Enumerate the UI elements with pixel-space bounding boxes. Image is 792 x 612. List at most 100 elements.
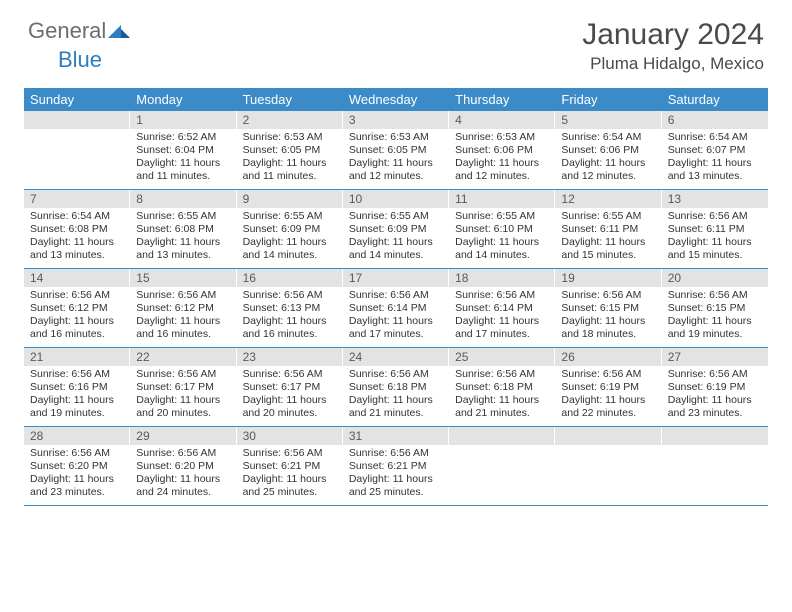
day-number: 19 [555, 269, 661, 287]
day-body [24, 129, 130, 135]
sunrise-text: Sunrise: 6:56 AM [561, 289, 655, 302]
sunrise-text: Sunrise: 6:56 AM [561, 368, 655, 381]
daylight-text: Daylight: 11 hours and 25 minutes. [243, 473, 337, 499]
day-body: Sunrise: 6:56 AMSunset: 6:14 PMDaylight:… [449, 287, 555, 346]
day-body: Sunrise: 6:56 AMSunset: 6:17 PMDaylight:… [237, 366, 343, 425]
sunrise-text: Sunrise: 6:56 AM [668, 210, 762, 223]
sunset-text: Sunset: 6:20 PM [30, 460, 124, 473]
daylight-text: Daylight: 11 hours and 13 minutes. [30, 236, 124, 262]
daylight-text: Daylight: 11 hours and 14 minutes. [455, 236, 549, 262]
sunset-text: Sunset: 6:14 PM [349, 302, 443, 315]
day-body: Sunrise: 6:56 AMSunset: 6:19 PMDaylight:… [555, 366, 661, 425]
day-number: 15 [130, 269, 236, 287]
logo-triangle-icon [108, 23, 130, 39]
sunrise-text: Sunrise: 6:55 AM [243, 210, 337, 223]
daylight-text: Daylight: 11 hours and 15 minutes. [668, 236, 762, 262]
day-body: Sunrise: 6:55 AMSunset: 6:08 PMDaylight:… [130, 208, 236, 267]
daylight-text: Daylight: 11 hours and 12 minutes. [561, 157, 655, 183]
sunset-text: Sunset: 6:10 PM [455, 223, 549, 236]
week-row: 14Sunrise: 6:56 AMSunset: 6:12 PMDayligh… [24, 269, 768, 348]
daylight-text: Daylight: 11 hours and 11 minutes. [136, 157, 230, 183]
day-body: Sunrise: 6:56 AMSunset: 6:19 PMDaylight:… [662, 366, 768, 425]
day-cell: 5Sunrise: 6:54 AMSunset: 6:06 PMDaylight… [555, 111, 661, 189]
sunset-text: Sunset: 6:11 PM [668, 223, 762, 236]
day-number: 8 [130, 190, 236, 208]
day-number: 10 [343, 190, 449, 208]
day-body: Sunrise: 6:55 AMSunset: 6:11 PMDaylight:… [555, 208, 661, 267]
sunset-text: Sunset: 6:07 PM [668, 144, 762, 157]
day-cell [662, 427, 768, 505]
day-number: 25 [449, 348, 555, 366]
sunset-text: Sunset: 6:06 PM [455, 144, 549, 157]
day-body [555, 445, 661, 451]
day-cell: 30Sunrise: 6:56 AMSunset: 6:21 PMDayligh… [237, 427, 343, 505]
sunrise-text: Sunrise: 6:56 AM [349, 368, 443, 381]
day-number: 17 [343, 269, 449, 287]
day-cell: 2Sunrise: 6:53 AMSunset: 6:05 PMDaylight… [237, 111, 343, 189]
day-body: Sunrise: 6:55 AMSunset: 6:10 PMDaylight:… [449, 208, 555, 267]
sunset-text: Sunset: 6:08 PM [30, 223, 124, 236]
day-body: Sunrise: 6:56 AMSunset: 6:13 PMDaylight:… [237, 287, 343, 346]
day-number [555, 427, 661, 445]
day-cell: 17Sunrise: 6:56 AMSunset: 6:14 PMDayligh… [343, 269, 449, 347]
sunrise-text: Sunrise: 6:56 AM [136, 289, 230, 302]
sunset-text: Sunset: 6:13 PM [243, 302, 337, 315]
sunset-text: Sunset: 6:12 PM [136, 302, 230, 315]
month-title: January 2024 [582, 18, 764, 52]
day-number: 23 [237, 348, 343, 366]
day-cell: 19Sunrise: 6:56 AMSunset: 6:15 PMDayligh… [555, 269, 661, 347]
sunset-text: Sunset: 6:12 PM [30, 302, 124, 315]
daylight-text: Daylight: 11 hours and 16 minutes. [136, 315, 230, 341]
sunrise-text: Sunrise: 6:56 AM [243, 368, 337, 381]
day-number: 13 [662, 190, 768, 208]
day-header: Saturday [662, 88, 768, 111]
day-header: Monday [130, 88, 236, 111]
sunrise-text: Sunrise: 6:54 AM [668, 131, 762, 144]
day-number: 30 [237, 427, 343, 445]
sunrise-text: Sunrise: 6:56 AM [668, 368, 762, 381]
day-cell: 7Sunrise: 6:54 AMSunset: 6:08 PMDaylight… [24, 190, 130, 268]
daylight-text: Daylight: 11 hours and 12 minutes. [455, 157, 549, 183]
sunrise-text: Sunrise: 6:52 AM [136, 131, 230, 144]
day-body: Sunrise: 6:53 AMSunset: 6:05 PMDaylight:… [237, 129, 343, 188]
sunrise-text: Sunrise: 6:54 AM [30, 210, 124, 223]
week-row: 28Sunrise: 6:56 AMSunset: 6:20 PMDayligh… [24, 427, 768, 506]
day-number: 5 [555, 111, 661, 129]
day-number [449, 427, 555, 445]
day-number: 21 [24, 348, 130, 366]
daylight-text: Daylight: 11 hours and 11 minutes. [243, 157, 337, 183]
sunset-text: Sunset: 6:05 PM [243, 144, 337, 157]
day-cell [24, 111, 130, 189]
logo-text-blue: Blue [58, 47, 102, 72]
day-header: Friday [555, 88, 661, 111]
sunrise-text: Sunrise: 6:56 AM [455, 368, 549, 381]
daylight-text: Daylight: 11 hours and 14 minutes. [349, 236, 443, 262]
day-body: Sunrise: 6:56 AMSunset: 6:20 PMDaylight:… [130, 445, 236, 504]
day-body: Sunrise: 6:56 AMSunset: 6:12 PMDaylight:… [24, 287, 130, 346]
logo-blue-row: Blue [28, 47, 102, 73]
day-body: Sunrise: 6:56 AMSunset: 6:21 PMDaylight:… [237, 445, 343, 504]
daylight-text: Daylight: 11 hours and 13 minutes. [136, 236, 230, 262]
day-body: Sunrise: 6:53 AMSunset: 6:06 PMDaylight:… [449, 129, 555, 188]
daylight-text: Daylight: 11 hours and 17 minutes. [455, 315, 549, 341]
sunset-text: Sunset: 6:11 PM [561, 223, 655, 236]
day-body: Sunrise: 6:56 AMSunset: 6:11 PMDaylight:… [662, 208, 768, 267]
day-cell: 31Sunrise: 6:56 AMSunset: 6:21 PMDayligh… [343, 427, 449, 505]
day-body: Sunrise: 6:56 AMSunset: 6:14 PMDaylight:… [343, 287, 449, 346]
day-number: 11 [449, 190, 555, 208]
day-number [662, 427, 768, 445]
day-body: Sunrise: 6:56 AMSunset: 6:16 PMDaylight:… [24, 366, 130, 425]
sunset-text: Sunset: 6:15 PM [561, 302, 655, 315]
logo: General [28, 18, 132, 44]
day-cell: 13Sunrise: 6:56 AMSunset: 6:11 PMDayligh… [662, 190, 768, 268]
day-cell: 25Sunrise: 6:56 AMSunset: 6:18 PMDayligh… [449, 348, 555, 426]
sunset-text: Sunset: 6:20 PM [136, 460, 230, 473]
calendar: SundayMondayTuesdayWednesdayThursdayFrid… [24, 88, 768, 506]
sunset-text: Sunset: 6:05 PM [349, 144, 443, 157]
sunrise-text: Sunrise: 6:56 AM [349, 289, 443, 302]
day-number: 4 [449, 111, 555, 129]
daylight-text: Daylight: 11 hours and 21 minutes. [455, 394, 549, 420]
sunrise-text: Sunrise: 6:56 AM [136, 368, 230, 381]
day-cell: 10Sunrise: 6:55 AMSunset: 6:09 PMDayligh… [343, 190, 449, 268]
daylight-text: Daylight: 11 hours and 20 minutes. [243, 394, 337, 420]
